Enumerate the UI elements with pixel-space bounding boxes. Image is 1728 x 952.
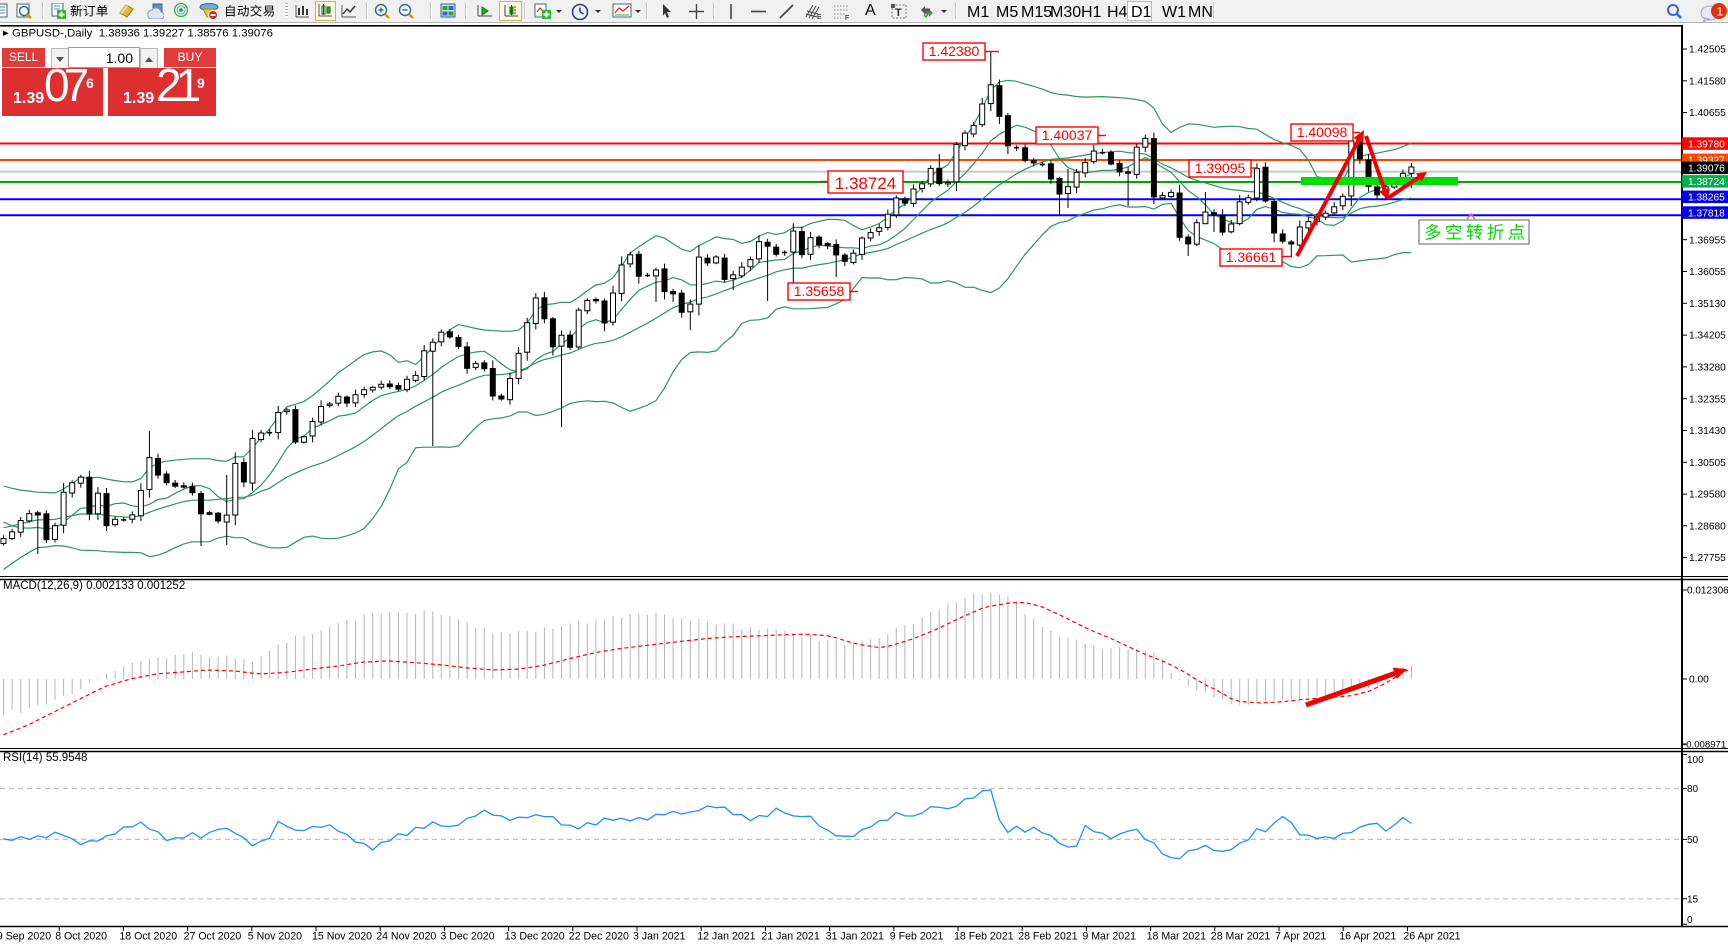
svg-text:3 Jan 2021: 3 Jan 2021 [633, 931, 686, 943]
svg-text:1.37818: 1.37818 [1688, 208, 1725, 219]
svg-text:-0.008971: -0.008971 [1683, 740, 1726, 751]
svg-text:15: 15 [1687, 894, 1699, 905]
svg-text:18 Mar 2021: 18 Mar 2021 [1147, 931, 1207, 943]
svg-text:1.30505: 1.30505 [1689, 458, 1726, 469]
svg-text:0.012306: 0.012306 [1687, 586, 1728, 597]
svg-text:1.27755: 1.27755 [1689, 553, 1726, 564]
svg-text:MACD(12,26,9) 0.002133 0.00125: MACD(12,26,9) 0.002133 0.001252 [3, 580, 185, 592]
svg-text:1.34205: 1.34205 [1689, 331, 1726, 342]
svg-text:1.39095: 1.39095 [1195, 160, 1246, 176]
svg-text:28 Mar 2021: 28 Mar 2021 [1211, 931, 1271, 943]
svg-text:RSI(14) 55.9548: RSI(14) 55.9548 [3, 752, 87, 764]
svg-text:1.38724: 1.38724 [835, 174, 896, 193]
svg-text:13 Dec 2020: 13 Dec 2020 [505, 931, 565, 943]
svg-text:1: 1 [1717, 5, 1724, 19]
svg-text:1.33280: 1.33280 [1689, 363, 1726, 374]
svg-text:5 Nov 2020: 5 Nov 2020 [248, 931, 302, 943]
svg-text:1.40098: 1.40098 [1297, 124, 1348, 140]
svg-text:1.29580: 1.29580 [1689, 490, 1726, 501]
svg-text:GBPUSD-,Daily 1.38936 1.39227: GBPUSD-,Daily 1.38936 1.39227 1.38576 1.… [12, 28, 273, 40]
svg-text:1.38724: 1.38724 [1688, 177, 1725, 188]
svg-text:28 Feb 2021: 28 Feb 2021 [1018, 931, 1078, 943]
svg-text:1.38265: 1.38265 [1688, 193, 1725, 204]
svg-text:1.42380: 1.42380 [929, 43, 980, 59]
svg-text:1.42505: 1.42505 [1689, 45, 1726, 56]
svg-text:1.40655: 1.40655 [1689, 108, 1726, 119]
svg-text:1.36055: 1.36055 [1689, 267, 1726, 278]
svg-text:24 Nov 2020: 24 Nov 2020 [376, 931, 436, 943]
svg-text:22 Dec 2020: 22 Dec 2020 [569, 931, 629, 943]
svg-text:26 Apr 2021: 26 Apr 2021 [1403, 931, 1460, 943]
svg-text:1.39076: 1.39076 [1688, 164, 1725, 175]
svg-text:9 Feb 2021: 9 Feb 2021 [890, 931, 944, 943]
svg-text:1.36661: 1.36661 [1226, 249, 1277, 265]
svg-text:31 Jan 2021: 31 Jan 2021 [826, 931, 884, 943]
svg-text:1.28680: 1.28680 [1689, 521, 1726, 532]
svg-text:F: F [845, 15, 849, 21]
svg-text:1.36955: 1.36955 [1689, 235, 1726, 246]
svg-text:1.39780: 1.39780 [1688, 139, 1725, 150]
svg-text:18 Feb 2021: 18 Feb 2021 [954, 931, 1014, 943]
svg-text:21 Jan 2021: 21 Jan 2021 [761, 931, 819, 943]
svg-text:9 Mar 2021: 9 Mar 2021 [1082, 931, 1136, 943]
svg-text:100: 100 [1687, 755, 1704, 766]
svg-text:0: 0 [1687, 915, 1693, 926]
svg-text:T: T [895, 7, 902, 19]
svg-text:50: 50 [1687, 835, 1699, 846]
svg-text:16 Apr 2021: 16 Apr 2021 [1339, 931, 1396, 943]
svg-text:1.39327: 1.39327 [1688, 156, 1725, 167]
svg-text:0.00: 0.00 [1689, 675, 1709, 686]
svg-text:3 Dec 2020: 3 Dec 2020 [440, 931, 494, 943]
svg-text:E: E [817, 14, 822, 21]
svg-text:1.35658: 1.35658 [794, 283, 845, 299]
svg-text:1.41580: 1.41580 [1689, 76, 1726, 87]
svg-text:80: 80 [1687, 784, 1699, 795]
svg-text:7 Apr 2021: 7 Apr 2021 [1275, 931, 1326, 943]
svg-text:8 Oct 2020: 8 Oct 2020 [55, 931, 107, 943]
svg-text:1.35130: 1.35130 [1689, 299, 1726, 310]
svg-text:15 Nov 2020: 15 Nov 2020 [312, 931, 372, 943]
svg-text:29 Sep 2020: 29 Sep 2020 [0, 931, 51, 943]
svg-text:1.40037: 1.40037 [1042, 127, 1093, 143]
svg-text:12 Jan 2021: 12 Jan 2021 [697, 931, 755, 943]
svg-text:1.31430: 1.31430 [1689, 426, 1726, 437]
svg-text:18 Oct 2020: 18 Oct 2020 [119, 931, 177, 943]
svg-text:1.32355: 1.32355 [1689, 394, 1726, 405]
svg-text:27 Oct 2020: 27 Oct 2020 [184, 931, 242, 943]
